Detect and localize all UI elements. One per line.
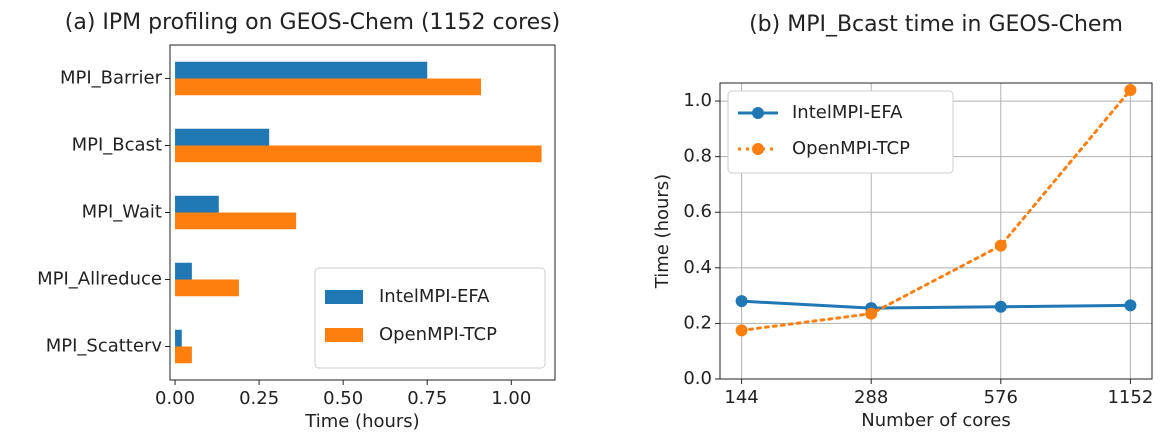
legend-marker: [752, 143, 764, 155]
x-tick-label: 0.50: [323, 388, 363, 409]
point: [994, 239, 1007, 252]
point: [735, 295, 748, 308]
x-tick-label: 0.75: [407, 388, 447, 409]
bar: [175, 262, 192, 280]
y-tick-label: 0.8: [683, 146, 712, 167]
chart-title: (b) MPI_Bcast time in GEOS-Chem: [749, 12, 1123, 37]
bar: [175, 212, 297, 230]
y-tick-label: MPI_Barrier: [60, 68, 163, 89]
y-tick-label: MPI_Wait: [82, 202, 162, 223]
y-tick-label: 0.6: [683, 201, 712, 222]
bar: [175, 195, 219, 213]
y-tick-label: 1.0: [683, 90, 712, 111]
legend-label: OpenMPI-TCP: [792, 138, 910, 159]
legend-swatch: [325, 328, 363, 342]
bar: [175, 145, 542, 163]
x-axis-label: Number of cores: [861, 410, 1010, 431]
y-tick-label: 0.4: [683, 257, 712, 278]
bar: [175, 61, 428, 79]
legend-marker: [752, 107, 764, 119]
bar: [175, 346, 192, 364]
y-axis-label: Time (hours): [652, 174, 673, 289]
bar: [175, 128, 270, 146]
x-tick-label: 576: [984, 387, 1018, 408]
chart-title: (a) IPM profiling on GEOS-Chem (1152 cor…: [65, 10, 560, 35]
point: [735, 324, 748, 337]
y-tick-label: 0.2: [683, 312, 712, 333]
series-line: [740, 88, 1132, 332]
legend-label: OpenMPI-TCP: [379, 324, 497, 345]
point: [865, 307, 878, 320]
y-tick-label: MPI_Bcast: [72, 135, 162, 156]
legend-label: IntelMPI-EFA: [379, 286, 490, 307]
point: [1124, 83, 1137, 96]
legend-box: [727, 90, 954, 174]
y-tick-label: MPI_Allreduce: [37, 269, 162, 290]
series-line: [740, 299, 1132, 310]
bar: [175, 78, 482, 96]
x-tick-label: 0.25: [239, 388, 279, 409]
legend-label: IntelMPI-EFA: [792, 102, 903, 123]
x-tick-label: 144: [724, 387, 758, 408]
x-tick-label: 1.00: [491, 388, 531, 409]
point: [994, 300, 1007, 313]
y-tick-label: MPI_Scatterv: [46, 336, 163, 357]
x-tick-label: 0.00: [155, 388, 195, 409]
bar: [175, 279, 239, 297]
bar: [175, 329, 182, 347]
x-tick-label: 288: [854, 387, 888, 408]
plot-frame: [169, 44, 556, 381]
point: [1124, 299, 1137, 312]
plot-frame: [719, 82, 1153, 380]
legend-swatch: [325, 290, 363, 304]
y-tick-label: 0.0: [683, 368, 712, 389]
x-axis-label: Time (hours): [304, 411, 419, 432]
x-tick-label: 1152: [1107, 387, 1153, 408]
legend-box: [314, 267, 546, 369]
